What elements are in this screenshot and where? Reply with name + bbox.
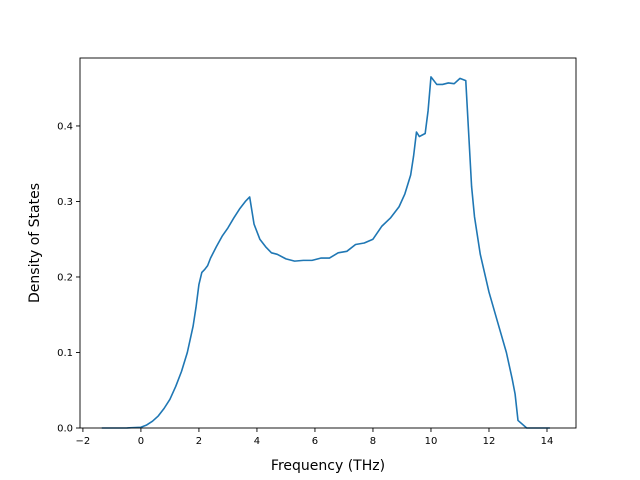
y-axis-ticks: 0.0 0.1 0.2 0.3 0.4 [57,121,80,435]
x-tick-label: 10 [425,436,438,447]
x-axis-ticks: −2 0 2 4 6 8 10 12 14 [76,428,554,447]
plot-frame [79,57,577,429]
x-axis-label: Frequency (THz) [271,458,385,474]
y-axis-label: Density of States [27,183,43,303]
x-tick-label: 6 [312,436,318,447]
x-tick-label: 14 [541,436,554,447]
dos-series-line [101,76,550,429]
x-tick-label: 8 [370,436,376,447]
y-tick-label: 0.4 [57,121,73,132]
x-tick-label: 0 [138,436,144,447]
y-tick-label: 0.1 [57,348,73,359]
y-tick-label: 0.3 [57,197,73,208]
y-tick-label: 0.0 [57,424,73,435]
x-tick-label: 2 [196,436,202,447]
x-tick-label: −2 [76,436,91,447]
x-tick-label: 4 [254,436,260,447]
x-tick-label: 12 [483,436,496,447]
y-tick-label: 0.2 [57,272,73,283]
